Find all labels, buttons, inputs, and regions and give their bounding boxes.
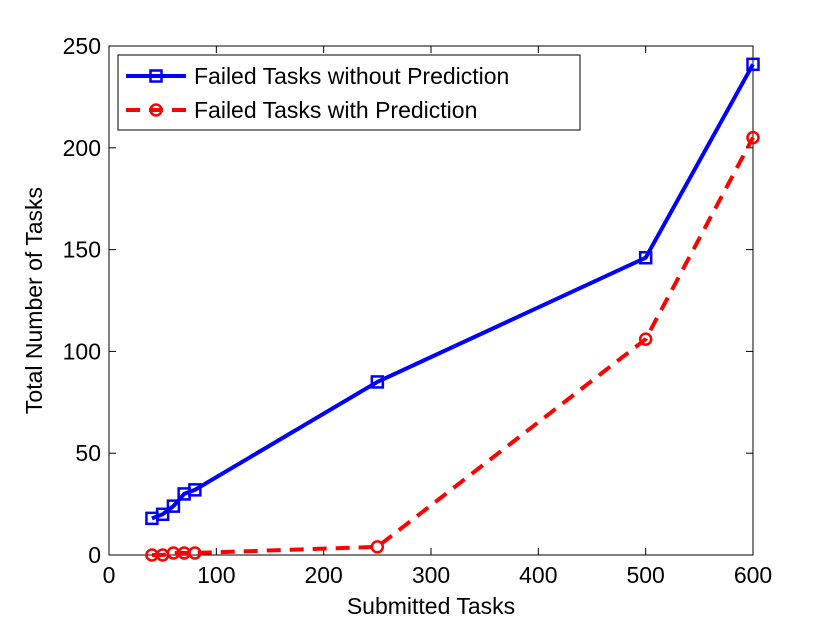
series-line [151, 63, 755, 521]
series [145, 57, 760, 562]
data-point [638, 332, 653, 346]
data-point [746, 130, 760, 145]
y-tick-label: 150 [63, 237, 101, 263]
data-point [188, 483, 202, 497]
x-tick-label: 100 [197, 562, 235, 588]
data-point [746, 57, 760, 72]
legend-item: Failed Tasks without Prediction [126, 63, 509, 89]
x-tick-label: 600 [734, 562, 772, 588]
y-axis-ticks: 0 50 100 150 200 250 [63, 33, 753, 568]
series-line [151, 136, 755, 557]
x-axis-label: Submitted Tasks [347, 593, 515, 619]
legend-marker [149, 103, 163, 117]
series-1 [145, 57, 760, 526]
y-tick-label: 200 [63, 135, 101, 161]
legend-label: Failed Tasks with Prediction [194, 97, 477, 123]
y-axis-label: Total Number of Tasks [21, 187, 47, 414]
legend-box [117, 54, 581, 131]
x-tick-label: 200 [304, 562, 342, 588]
legend-marker [149, 69, 163, 83]
axes: 0 100 200 300 400 500 600 0 50 100 150 200 250 Subm… [21, 33, 772, 619]
y-tick-label: 50 [75, 440, 101, 466]
legend-item: Failed Tasks with Prediction [126, 97, 477, 123]
series-2 [145, 130, 760, 562]
data-point [166, 499, 181, 513]
legend-items: Failed Tasks without Prediction Failed Ta… [126, 63, 509, 123]
y-tick-label: 0 [88, 542, 101, 568]
y-tick-label: 250 [63, 33, 101, 59]
y-tick-label: 100 [63, 338, 101, 364]
x-tick-label: 500 [626, 562, 664, 588]
x-tick-label: 400 [519, 562, 557, 588]
x-tick-label: 0 [103, 562, 116, 588]
data-point [638, 250, 653, 265]
x-tick-label: 300 [412, 562, 450, 588]
data-point [188, 546, 202, 560]
x-axis-ticks: 0 100 200 300 400 500 600 [103, 46, 772, 588]
legend: Failed Tasks without Prediction Failed Ta… [117, 54, 581, 131]
data-point [370, 540, 385, 554]
data-point [370, 375, 385, 389]
data-point [155, 507, 170, 522]
legend-label: Failed Tasks without Prediction [194, 63, 509, 89]
